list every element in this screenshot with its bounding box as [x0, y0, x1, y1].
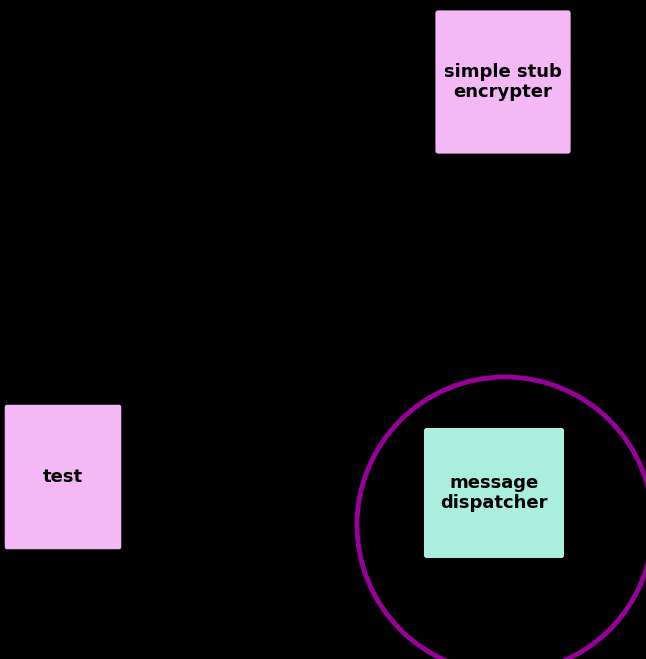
Text: message
dispatcher: message dispatcher	[441, 474, 548, 513]
Text: test: test	[43, 468, 83, 486]
FancyBboxPatch shape	[5, 405, 121, 549]
FancyBboxPatch shape	[435, 11, 570, 154]
FancyBboxPatch shape	[424, 428, 564, 558]
Text: simple stub
encrypter: simple stub encrypter	[444, 63, 562, 101]
